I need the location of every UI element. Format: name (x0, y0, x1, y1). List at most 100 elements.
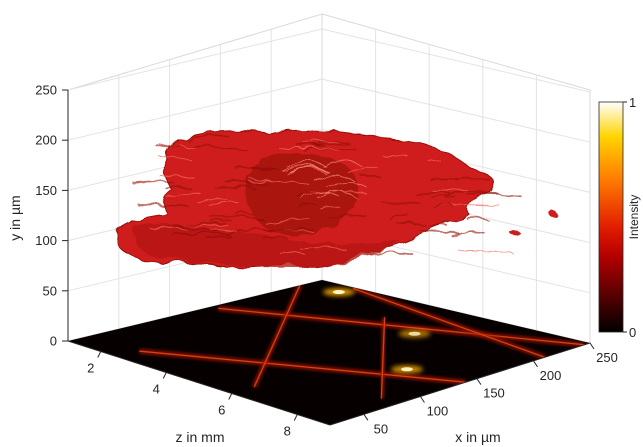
x-axis-ticks: 50 100 150 200 250 (363, 342, 618, 436)
surface-streak (224, 180, 251, 185)
hot-spot (332, 290, 345, 295)
surface-streak (166, 192, 201, 198)
colorbar: 1 0 Intensity (598, 95, 641, 340)
z-tick-mark (162, 372, 167, 379)
surface-streak (370, 252, 414, 257)
x-tick-label: 150 (483, 386, 505, 401)
surface-streak (279, 147, 339, 150)
surface-highlight (327, 181, 368, 189)
surface-streak (429, 223, 448, 228)
grid-line-y (67, 28, 591, 93)
surface-streak (172, 231, 228, 236)
surface-streak (318, 139, 349, 144)
back-walls (67, 13, 591, 344)
surface-streak (215, 184, 254, 190)
y-tick-label: 150 (35, 183, 57, 198)
surface-streak (165, 185, 191, 190)
caustic-line (353, 287, 545, 358)
x-tick-mark (589, 342, 595, 350)
y-axis-ticks: 0 50 100 150 200 250 (35, 83, 68, 349)
surface-streak (157, 144, 182, 149)
surface-streak (295, 193, 312, 197)
surface-streak (234, 167, 274, 171)
x-tick-mark (533, 360, 538, 368)
surface-streak (249, 181, 269, 187)
surface-streak (427, 159, 443, 164)
surface-streak (431, 177, 459, 183)
surface-highlight (287, 166, 329, 174)
surface-streak (280, 252, 305, 256)
surface-streak (197, 198, 228, 204)
surface-streak (418, 229, 460, 235)
colorbar-tick-max: 1 (629, 95, 636, 110)
surface-streak (297, 143, 326, 148)
grid-line-y (67, 128, 591, 193)
z-axis-ticks: 2 4 6 8 (87, 351, 298, 439)
surface-streak (189, 145, 248, 151)
intensity-projection (68, 280, 590, 425)
surface-streak (466, 217, 489, 222)
surface-streak (150, 227, 187, 230)
z-axis-line (67, 340, 331, 426)
surface-streak (431, 188, 469, 192)
x-axis-line (329, 342, 591, 426)
surface-streak (299, 246, 346, 250)
x-tick-mark (476, 378, 482, 385)
z-tick-label: 4 (153, 382, 160, 397)
surface-streak (459, 250, 514, 254)
surface-streak (159, 156, 192, 161)
surface-streak (319, 205, 340, 209)
y-tick-label: 200 (35, 133, 57, 148)
surface-streaks (132, 135, 522, 257)
surface-streak (235, 212, 254, 216)
surface-streak (451, 231, 486, 238)
projection-floor (68, 280, 590, 425)
isosurface-fragment (510, 230, 520, 236)
surface-streak (382, 201, 422, 205)
surface-streak (414, 190, 450, 195)
surface-streak (209, 218, 233, 222)
y-axis-label: y in µm (7, 195, 23, 240)
surface-streak (334, 190, 367, 194)
colorbar-gradient (598, 101, 624, 333)
y-tick-label: 0 (50, 334, 57, 349)
x-tick-label: 200 (540, 368, 562, 383)
surface-highlight (316, 191, 358, 199)
x-axis-label: x in µm (455, 429, 500, 445)
grid-line-y (67, 78, 591, 143)
surface-streak (207, 234, 231, 241)
surface-streak (249, 181, 309, 185)
z-tick-label: 8 (284, 424, 291, 439)
surface-streak (137, 203, 190, 208)
caustic-lines (139, 284, 585, 399)
z-axis-label: z in mm (176, 429, 225, 445)
caustic-line (218, 307, 585, 346)
surface-streak (304, 140, 338, 145)
isosurface-lower-lobe (132, 224, 401, 268)
z-tick-mark (97, 351, 102, 358)
x-tick-label: 100 (427, 403, 449, 418)
surface-streak (208, 201, 240, 207)
caustic-line (139, 350, 466, 383)
x-tick-mark (420, 396, 425, 403)
x-tick-label: 250 (596, 350, 618, 365)
z-tick-mark (293, 414, 298, 421)
surface-streak (398, 223, 427, 227)
x-tick-label: 50 (374, 421, 388, 436)
z-tick-label: 2 (87, 361, 94, 376)
surface-streak (264, 236, 288, 241)
surface-streak (329, 214, 367, 221)
surface-streak (262, 227, 314, 231)
surface-streak (347, 167, 379, 173)
z-tick-mark (228, 393, 233, 400)
surface-streak (296, 203, 318, 209)
hot-spots (322, 288, 431, 374)
surface-streak (430, 194, 457, 199)
surface-streak (444, 191, 499, 195)
surface-streak (175, 226, 218, 232)
x-tick-mark (363, 414, 369, 421)
y-tick-label: 250 (35, 83, 57, 98)
surface-highlight (285, 159, 326, 167)
surface-streak (208, 214, 264, 220)
